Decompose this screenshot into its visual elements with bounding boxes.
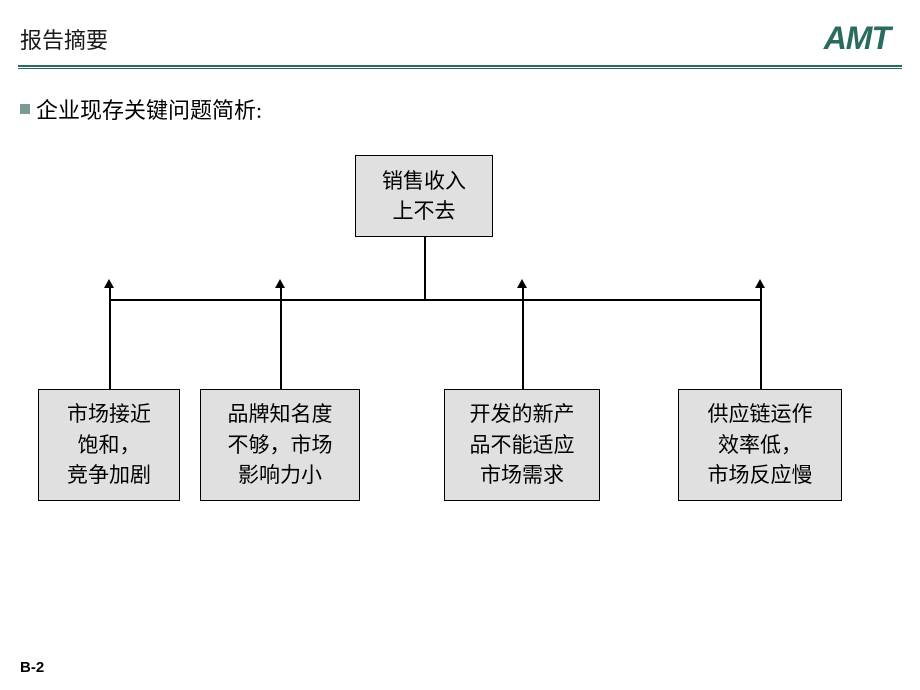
child-node-2: 开发的新产品不能适应市场需求 bbox=[444, 389, 600, 501]
page-title: 报告摘要 bbox=[20, 23, 108, 55]
diagram-area: 销售收入上不去市场接近饱和，竞争加剧品牌知名度不够，市场影响力小开发的新产品不能… bbox=[0, 125, 920, 565]
connector-v bbox=[522, 287, 524, 389]
connector-v bbox=[760, 287, 762, 389]
arrow-up-icon bbox=[755, 279, 765, 288]
arrow-up-icon bbox=[104, 279, 114, 288]
connector-v bbox=[109, 287, 111, 299]
arrow-up-icon bbox=[517, 279, 527, 288]
connector-v bbox=[109, 287, 111, 389]
connector-v bbox=[522, 287, 524, 299]
subtitle-row: 企业现存关键问题简析: bbox=[0, 69, 920, 125]
child-node-0: 市场接近饱和，竞争加剧 bbox=[38, 389, 180, 501]
header: 报告摘要 AMT bbox=[0, 0, 920, 65]
arrow-up-icon bbox=[275, 279, 285, 288]
root-node: 销售收入上不去 bbox=[355, 155, 493, 237]
child-node-1: 品牌知名度不够，市场影响力小 bbox=[200, 389, 360, 501]
child-node-3: 供应链运作效率低，市场反应慢 bbox=[678, 389, 842, 501]
connector-v bbox=[760, 287, 762, 299]
connector-h bbox=[109, 299, 760, 301]
connector-v bbox=[280, 287, 282, 389]
page-number: B-2 bbox=[20, 659, 44, 676]
subtitle-text: 企业现存关键问题简析: bbox=[36, 93, 262, 125]
connector-v bbox=[280, 287, 282, 299]
bullet-icon bbox=[20, 104, 30, 114]
connector-v bbox=[424, 237, 426, 299]
logo: AMT bbox=[824, 20, 890, 57]
